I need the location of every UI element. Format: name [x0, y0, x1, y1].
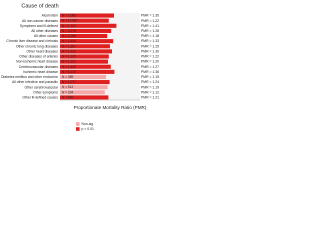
- bar: [60, 44, 110, 49]
- legend-label: Non-sig: [82, 122, 94, 126]
- value-label: PMR = 1.19: [141, 85, 159, 89]
- x-axis-label: Proportionate Mortality Ratio (PMR): [74, 105, 147, 110]
- bar: [60, 59, 108, 64]
- count-label: N = 1,153: [62, 24, 76, 28]
- y-tick-label: Chronic liver disease and cirrhosis: [6, 39, 58, 43]
- count-label: N = 1,912: [62, 49, 76, 53]
- y-tick-label: Ischemic heart disease: [23, 70, 58, 74]
- value-label: PMR = 1.35: [141, 14, 159, 18]
- value-label: PMR = 1.12: [141, 90, 159, 94]
- value-label: PMR = 1.21: [141, 96, 159, 100]
- chart: Cause of death Proportionate Mortality R…: [1, 3, 159, 131]
- bar: [60, 80, 110, 85]
- bar: [60, 23, 117, 28]
- count-label: N = 1,098: [62, 34, 76, 38]
- count-label: N = 204: [62, 90, 73, 94]
- value-label: PMR = 1.15: [141, 75, 159, 79]
- bar: [60, 95, 109, 100]
- count-label: N = 2,444: [62, 39, 76, 43]
- bar: [60, 39, 114, 44]
- count-label: N = 389: [62, 75, 73, 79]
- value-label: PMR = 1.18: [141, 34, 159, 38]
- bar: [60, 90, 105, 95]
- count-label: N = 6,219: [62, 70, 76, 74]
- value-label: PMR = 1.33: [141, 39, 159, 43]
- value-label: PMR = 1.22: [141, 19, 159, 23]
- bar: [60, 85, 108, 90]
- y-tick-label: Other chronic lung diseases: [16, 44, 58, 48]
- legend-swatch: [76, 122, 80, 126]
- count-label: N = 1,463: [62, 65, 76, 69]
- value-label: PMR = 1.24: [141, 80, 159, 84]
- y-tick-label: Other ill-defined causes: [22, 96, 58, 100]
- y-tick-label: Symptoms and ill-defined: [20, 24, 58, 28]
- value-label: PMR = 1.25: [141, 44, 159, 48]
- value-label: PMR = 1.36: [141, 70, 159, 74]
- value-label: PMR = 1.28: [141, 29, 159, 33]
- legend-swatch: [76, 127, 80, 131]
- y-tick-label: All other causes: [34, 34, 58, 38]
- y-tick-label: Cerebrovascular diseases: [19, 65, 59, 69]
- legend-label: p < 0.01: [82, 127, 94, 131]
- chart-title: Cause of death: [21, 3, 58, 9]
- bar: [60, 49, 112, 54]
- y-tick-label: Non-ischemic heart disease: [16, 60, 58, 64]
- bar: [60, 33, 108, 39]
- value-label: PMR = 1.22: [141, 55, 159, 59]
- bar: [60, 13, 114, 18]
- y-tick-label: Other heart diseases: [27, 49, 59, 53]
- count-label: N = 1,085: [62, 14, 76, 18]
- bar: [60, 64, 111, 69]
- bar: [60, 74, 106, 80]
- y-tick-label: Other symptoms: [33, 90, 58, 94]
- bar: [60, 28, 112, 33]
- value-label: PMR = 1.41: [141, 24, 159, 28]
- count-label: N = 3,276: [62, 29, 76, 33]
- count-label: N = 640: [62, 95, 73, 99]
- bar: [60, 18, 109, 23]
- count-label: N = 1,307: [62, 44, 76, 48]
- y-tick-label: Diabetes mellitus and other endocrine: [1, 75, 58, 79]
- bar: [60, 69, 115, 74]
- y-tick-label: All non-cancer diseases: [22, 19, 58, 23]
- y-tick-label: All other infective and parasitic: [12, 80, 58, 84]
- count-label: N = 1,231: [62, 60, 76, 64]
- y-tick-label: Other cerebrovascular: [24, 85, 58, 89]
- y-tick-label: All other diseases: [31, 29, 58, 33]
- value-label: PMR = 1.27: [141, 65, 159, 69]
- y-tick-label: Other diseases of arteries: [19, 55, 58, 59]
- value-label: PMR = 1.30: [141, 49, 159, 53]
- y-tick-label: Alcoholism: [42, 14, 59, 18]
- bar: [60, 54, 109, 59]
- count-label: N = 1,015: [62, 55, 76, 59]
- value-label: PMR = 1.20: [141, 60, 159, 64]
- count-label: N = 512: [62, 85, 73, 89]
- count-label: N = 1,077: [62, 80, 76, 84]
- count-label: N = 17,587: [62, 19, 78, 23]
